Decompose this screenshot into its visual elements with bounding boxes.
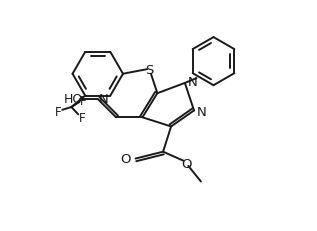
Text: F: F	[78, 111, 85, 124]
Text: S: S	[145, 63, 153, 76]
Text: N: N	[197, 106, 207, 119]
Text: F: F	[55, 106, 61, 119]
Text: N: N	[188, 76, 197, 89]
Text: O: O	[120, 152, 131, 165]
Text: N: N	[99, 93, 109, 106]
Text: O: O	[181, 157, 191, 170]
Text: HO: HO	[64, 93, 83, 106]
Text: F: F	[80, 94, 86, 107]
